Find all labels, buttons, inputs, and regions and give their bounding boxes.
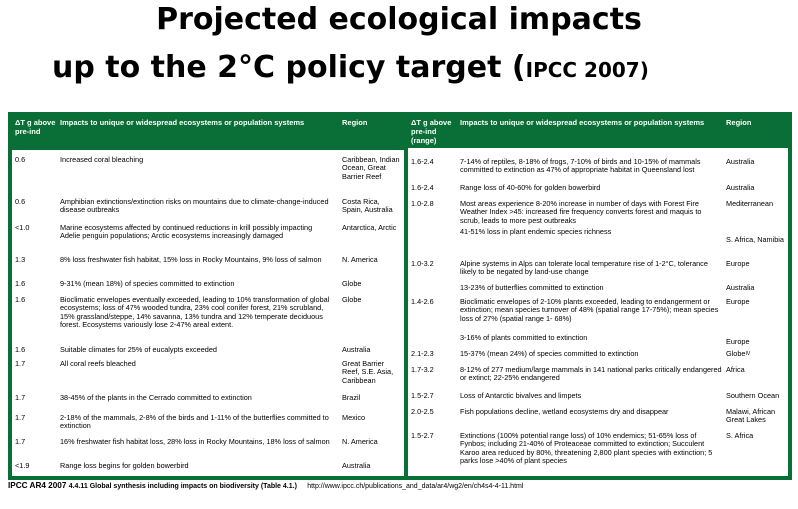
region-cell: Antarctica, Arctic xyxy=(342,223,397,232)
temp-cell: 1.7 xyxy=(15,437,26,446)
region-cell: Australia xyxy=(726,157,755,166)
footnote-marker: IV xyxy=(745,351,751,357)
impact-cell: Suitable climates for 25% of eucalypts e… xyxy=(60,345,217,354)
region-cell: S. Africa, Namibia xyxy=(726,235,784,244)
impact-cell: 8-12% of 277 medium/large mammals in 141… xyxy=(460,365,722,383)
region-cell: Africa xyxy=(726,365,745,374)
impact-cell: 8% loss freshwater fish habitat, 15% los… xyxy=(60,255,322,264)
region-cell: Mexico xyxy=(342,413,366,422)
impact-cell: 41-51% loss in plant endemic species ric… xyxy=(460,227,612,236)
right-col-region-header: Region xyxy=(726,118,752,127)
region-cell: Costa Rica, Spain, Australia xyxy=(342,197,393,215)
impact-cell: Most areas experience 8-20% increase in … xyxy=(460,199,702,225)
impact-cell: Marine ecosystems affected by continued … xyxy=(60,223,313,241)
right-impacts-table: ΔT g above pre-ind (range) Impacts to un… xyxy=(404,112,792,480)
region-cell: Australia xyxy=(726,183,755,192)
source-footer: IPCC AR4 2007 4.4.11 Global synthesis in… xyxy=(8,481,523,490)
left-col-temp-header: ΔT g above pre-ind xyxy=(15,118,56,136)
left-impacts-table: ΔT g above pre-ind Impacts to unique or … xyxy=(8,112,408,480)
title-main: up to the 2°C policy target ( xyxy=(52,50,526,85)
impact-cell: All coral reefs bleached xyxy=(60,359,136,368)
region-cell: N. America xyxy=(342,437,378,446)
impact-cell: 7-14% of reptiles, 8-18% of frogs, 7-10%… xyxy=(460,157,701,175)
temp-cell: 1.7 xyxy=(15,393,26,402)
region-cell: Malawi, African Great Lakes xyxy=(726,407,776,425)
temp-cell: 2.0-2.5 xyxy=(411,407,434,416)
impact-cell: 9-31% (mean 18%) of species committed to… xyxy=(60,279,235,288)
temp-cell: 2.1-2.3 xyxy=(411,349,434,358)
slide-title-line1: Projected ecological impacts xyxy=(156,2,642,37)
left-col-impacts-header: Impacts to unique or widespread ecosyste… xyxy=(60,118,305,127)
region-cell: Australia xyxy=(726,283,755,292)
temp-cell: 1.0-2.8 xyxy=(411,199,434,208)
left-table-header: ΔT g above pre-ind Impacts to unique or … xyxy=(12,116,404,150)
impact-cell: 38-45% of the plants in the Cerrado comm… xyxy=(60,393,252,402)
temp-cell: 1.6-2.4 xyxy=(411,183,434,192)
temp-cell: 1.6 xyxy=(15,345,26,354)
region-cell: Globe xyxy=(342,295,362,304)
region-cell: Caribbean, Indian Ocean, Great Barrier R… xyxy=(342,155,400,181)
impact-cell: Range loss of 40-60% for golden bowerbir… xyxy=(460,183,601,192)
left-col-region-header: Region xyxy=(342,118,368,127)
impact-cell: Bioclimatic envelopes of 2-10% plants ex… xyxy=(460,297,719,323)
temp-cell: <1.9 xyxy=(15,461,30,470)
impact-cell: 13-23% of butterflies committed to extin… xyxy=(460,283,604,292)
temp-cell: 1.3 xyxy=(15,255,26,264)
impact-cell: 2-18% of the mammals, 2-8% of the birds … xyxy=(60,413,329,431)
region-cell: N. America xyxy=(342,255,378,264)
region-cell: S. Africa xyxy=(726,431,754,440)
impact-cell: Loss of Antarctic bivalves and limpets xyxy=(460,391,582,400)
region-cell: Australia xyxy=(342,345,371,354)
right-col-temp-header: ΔT g above pre-ind (range) xyxy=(411,118,452,145)
region-cell: Globe xyxy=(342,279,362,288)
region-cell: Mediterranean xyxy=(726,199,774,208)
impact-cell: Bioclimatic envelopes eventually exceede… xyxy=(60,295,330,330)
region-cell: Europe xyxy=(726,297,750,306)
region-text: Globe xyxy=(726,349,746,358)
impact-cell: Range loss begins for golden bowerbird xyxy=(60,461,189,470)
impact-cell: Extinctions (100% potential range loss) … xyxy=(460,431,713,466)
region-cell: Brazil xyxy=(342,393,361,402)
impact-cell: 16% freshwater fish habitat loss, 28% lo… xyxy=(60,437,330,446)
temp-cell: 1.0-3.2 xyxy=(411,259,434,268)
region-cell: Southern Ocean xyxy=(726,391,780,400)
impact-cell: Fish populations decline, wetland ecosys… xyxy=(460,407,669,416)
title-citation: IPCC 2007) xyxy=(525,58,649,82)
temp-cell: 1.4-2.6 xyxy=(411,297,434,306)
temp-cell: 0.6 xyxy=(15,155,26,164)
impact-cell: 3-16% of plants committed to extinction xyxy=(460,333,588,342)
temp-cell: 1.6-2.4 xyxy=(411,157,434,166)
temp-cell: 1.5-2.7 xyxy=(411,391,434,400)
temp-cell: 1.7-3.2 xyxy=(411,365,434,374)
source-url[interactable]: http://www.ipcc.ch/publications_and_data… xyxy=(307,483,524,490)
temp-cell: 1.5-2.7 xyxy=(411,431,434,440)
temp-cell: 1.6 xyxy=(15,279,26,288)
region-cell: Australia xyxy=(342,461,371,470)
impact-cell: 15-37% (mean 24%) of species committed t… xyxy=(460,349,639,358)
region-cell: Great Barrier Reef, S.E. Asia, Caribbean xyxy=(342,359,394,385)
temp-cell: 1.7 xyxy=(15,413,26,422)
temp-cell: 0.6 xyxy=(15,197,26,206)
region-cell: GlobeIV xyxy=(726,349,786,358)
impact-cell: Alpine systems in Alps can tolerate loca… xyxy=(460,259,708,277)
temp-cell: 1.7 xyxy=(15,359,26,368)
impact-cell: Increased coral bleaching xyxy=(60,155,144,164)
region-cell: Europe xyxy=(726,337,750,346)
impact-cell: Amphibian extinctions/extinction risks o… xyxy=(60,197,329,215)
source-label: IPCC AR4 2007 xyxy=(8,481,67,490)
temp-cell: 1.6 xyxy=(15,295,26,304)
region-cell: Europe xyxy=(726,259,750,268)
right-table-header: ΔT g above pre-ind (range) Impacts to un… xyxy=(408,116,788,148)
right-col-impacts-header: Impacts to unique or widespread ecosyste… xyxy=(460,118,705,127)
temp-cell: <1.0 xyxy=(15,223,30,232)
source-caption: 4.4.11 Global synthesis including impact… xyxy=(68,483,297,490)
slide-title-line2: up to the 2°C policy target (IPCC 2007) xyxy=(52,50,792,85)
